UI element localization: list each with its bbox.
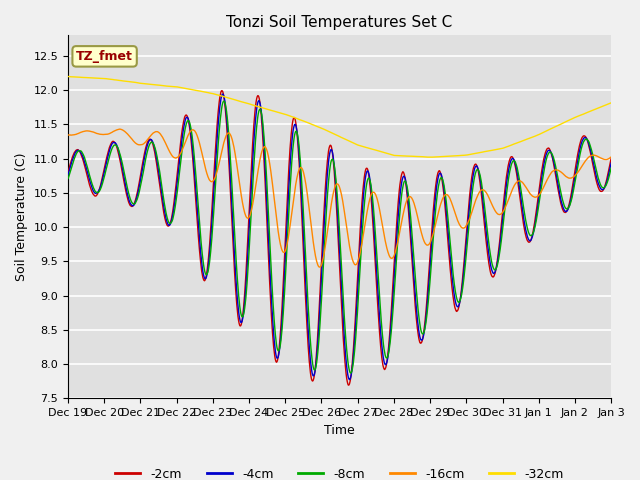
Text: TZ_fmet: TZ_fmet xyxy=(76,50,133,63)
X-axis label: Time: Time xyxy=(324,424,355,437)
Title: Tonzi Soil Temperatures Set C: Tonzi Soil Temperatures Set C xyxy=(227,15,452,30)
Y-axis label: Soil Temperature (C): Soil Temperature (C) xyxy=(15,153,28,281)
Legend: -2cm, -4cm, -8cm, -16cm, -32cm: -2cm, -4cm, -8cm, -16cm, -32cm xyxy=(110,463,569,480)
